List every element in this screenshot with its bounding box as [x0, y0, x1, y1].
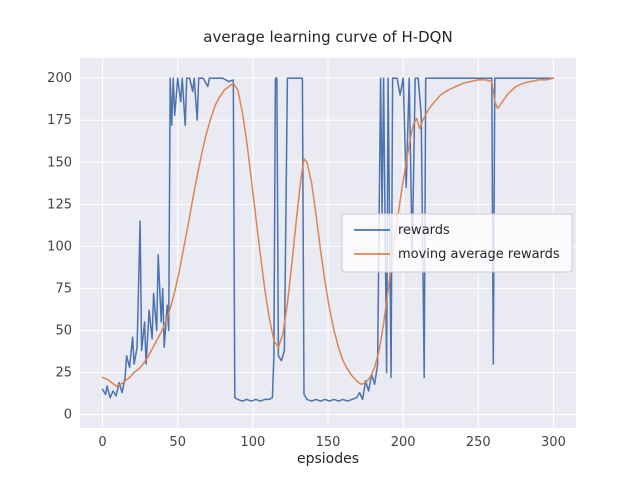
y-tick-label: 150 — [47, 155, 72, 170]
series-line-moving-average-rewards — [101, 77, 555, 387]
y-tick-label: 50 — [55, 323, 72, 338]
x-tick-label: 0 — [98, 435, 106, 450]
chart-title: average learning curve of H-DQN — [203, 28, 452, 46]
legend: rewards moving average rewards — [341, 213, 573, 273]
legend-label-moving-average-rewards: moving average rewards — [398, 247, 560, 262]
x-tick-label: 300 — [541, 435, 566, 450]
series-line-rewards — [101, 77, 555, 402]
y-tick-label: 200 — [47, 71, 72, 86]
x-tick-label: 200 — [391, 435, 416, 450]
series-lines — [101, 77, 555, 402]
y-tick-label: 75 — [55, 281, 72, 296]
x-tick-label: 100 — [240, 435, 265, 450]
legend-box — [341, 213, 573, 273]
x-tick-label: 150 — [316, 435, 341, 450]
x-tick-labels: 0 50 100 150 200 250 300 — [98, 435, 565, 450]
y-tick-labels: 0 25 50 75 100 125 150 175 200 — [47, 71, 72, 422]
x-axis-label: epsiodes — [297, 451, 359, 467]
legend-label-rewards: rewards — [398, 223, 450, 238]
x-tick-label: 250 — [466, 435, 491, 450]
y-tick-label: 100 — [47, 239, 72, 254]
y-tick-label: 25 — [55, 366, 72, 381]
y-tick-label: 125 — [47, 197, 72, 212]
y-tick-label: 175 — [47, 113, 72, 128]
x-tick-label: 50 — [169, 435, 186, 450]
y-tick-label: 0 — [64, 408, 72, 423]
